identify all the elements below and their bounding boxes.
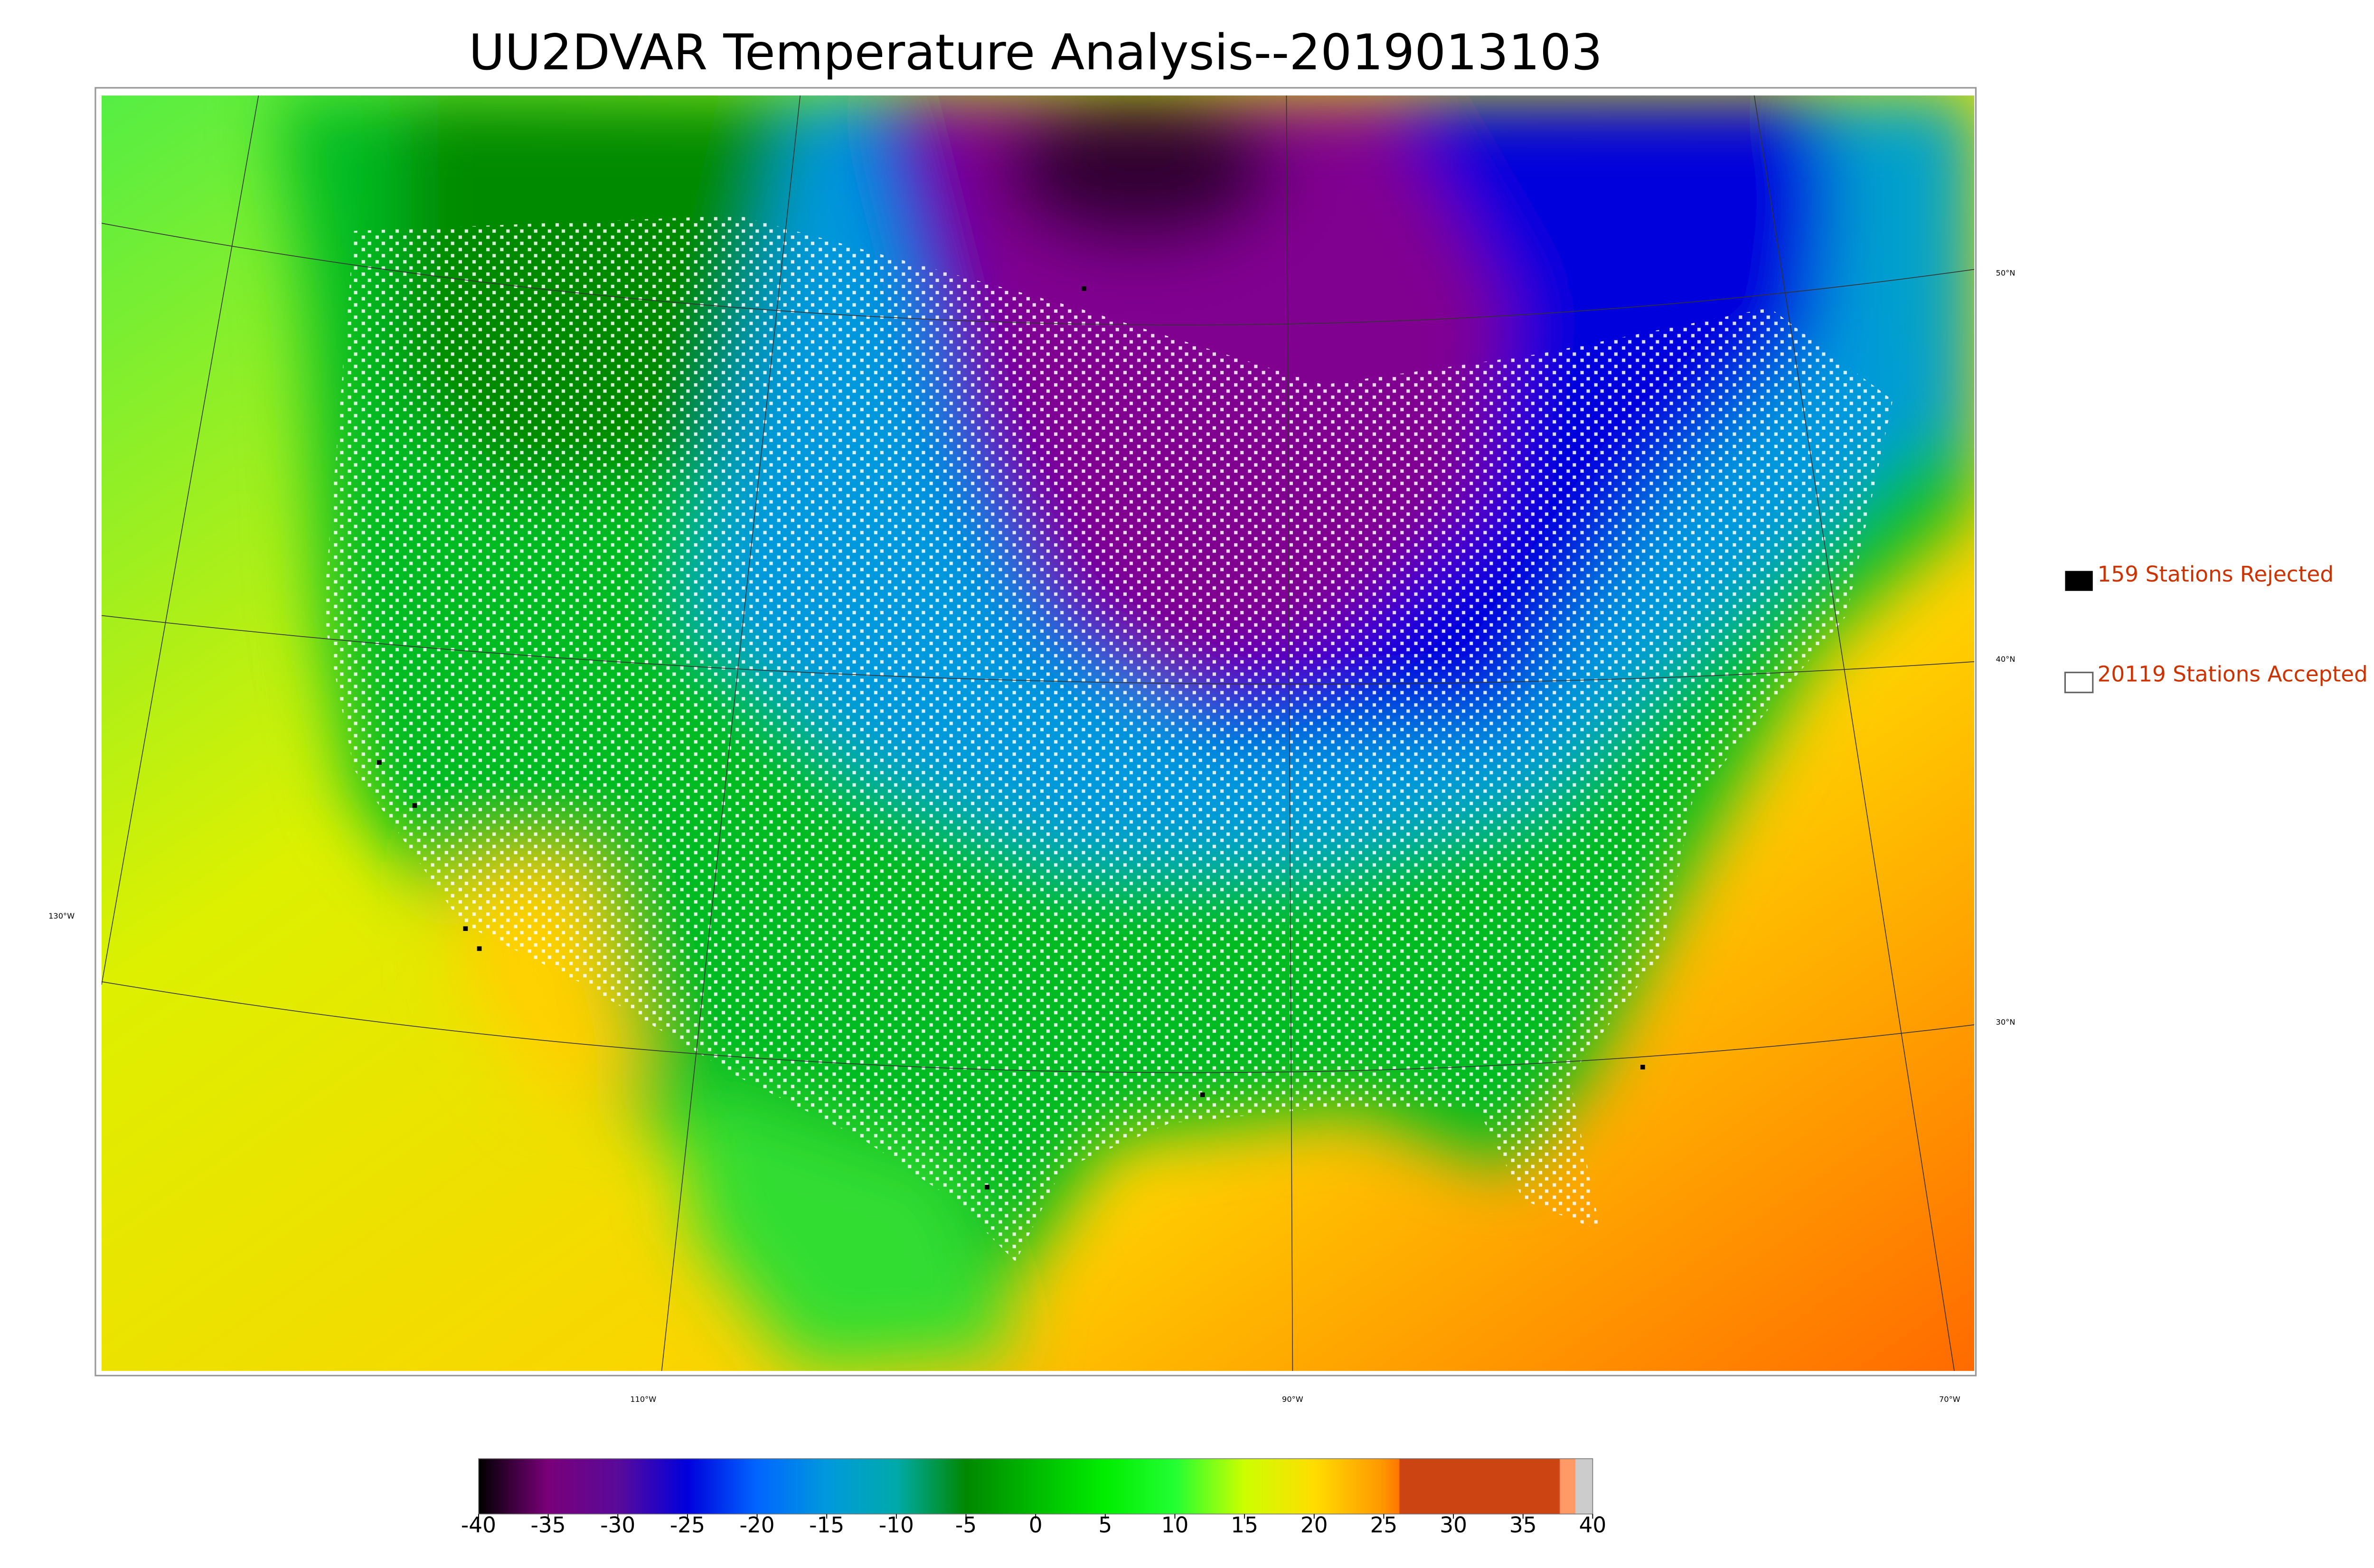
temperature-field bbox=[101, 95, 1975, 1371]
colorbar-tick-label: 20 bbox=[1300, 1512, 1328, 1538]
legend-swatch-rejected bbox=[2065, 571, 2093, 591]
colorbar-tick-label: -35 bbox=[531, 1512, 566, 1538]
colorbar-tick-label: 35 bbox=[1509, 1512, 1537, 1538]
colorbar-tick-label: 0 bbox=[1029, 1512, 1043, 1538]
colorbar-tick-label: -40 bbox=[461, 1512, 496, 1538]
map-frame bbox=[94, 87, 1977, 1377]
lon-label: 130°W bbox=[48, 911, 75, 920]
colorbar-tick-label: 40 bbox=[1579, 1512, 1607, 1538]
colorbar-tick-label: -30 bbox=[600, 1512, 635, 1538]
colorbar-tick-label: -20 bbox=[740, 1512, 775, 1538]
colorbar-tick-label: 25 bbox=[1370, 1512, 1398, 1538]
colorbar-tick-label: 15 bbox=[1231, 1512, 1258, 1538]
colorbar-tick-label: -25 bbox=[670, 1512, 705, 1538]
lat-label: 50°N bbox=[1996, 268, 2016, 277]
colorbar-fill bbox=[478, 1458, 1593, 1515]
colorbar-tick-label: -5 bbox=[955, 1512, 977, 1538]
lon-label: 90°W bbox=[1282, 1395, 1303, 1404]
colorbar-tick-label: -15 bbox=[809, 1512, 844, 1538]
colorbar-tick-label: 10 bbox=[1161, 1512, 1189, 1538]
title: UU2DVAR Temperature Analysis--2019013103 bbox=[469, 24, 1602, 81]
lat-label: 40°N bbox=[1996, 655, 2016, 664]
legend-accepted: 20119 Stations Accepted bbox=[2097, 662, 2367, 687]
colorbar-tick-label: 5 bbox=[1098, 1512, 1112, 1538]
colorbar: -40 -35 -30 -25 -20 -15 -10 -5 0 5 10 15 20 25 30 35 40 bbox=[461, 1458, 1607, 1538]
legend-swatch-accepted bbox=[2064, 671, 2094, 694]
colorbar-tick-label: 30 bbox=[1440, 1512, 1467, 1538]
colorbar-tick-label: -10 bbox=[879, 1512, 914, 1538]
legend-rejected: 159 Stations Rejected bbox=[2097, 562, 2334, 587]
lon-label: 70°W bbox=[1939, 1395, 1960, 1404]
lat-label: 30°N bbox=[1996, 1018, 2016, 1027]
lon-label: 110°W bbox=[630, 1395, 656, 1404]
